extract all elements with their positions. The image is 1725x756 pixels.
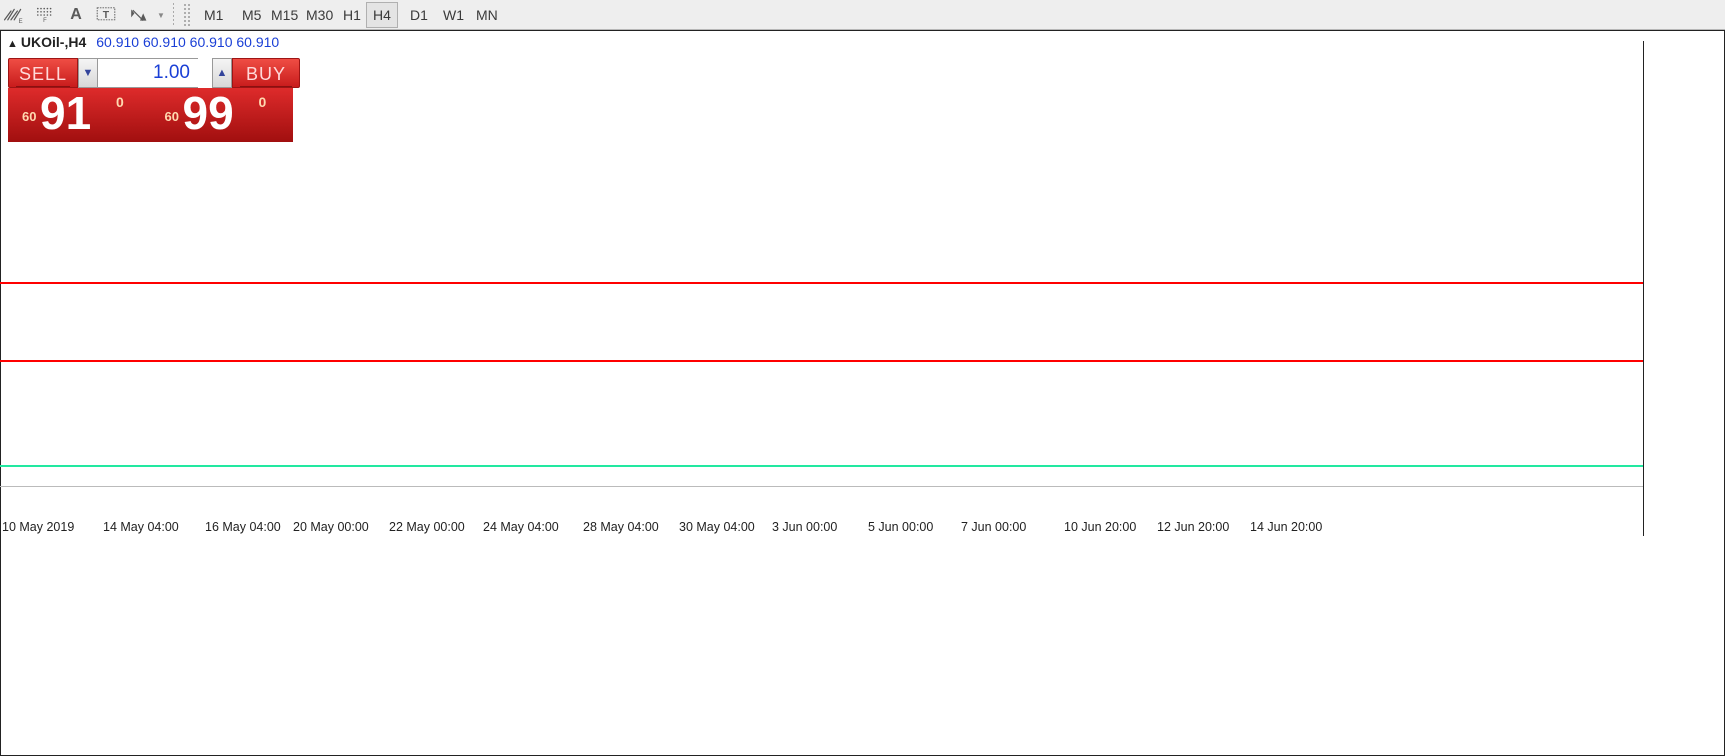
svg-text:E: E	[19, 19, 23, 24]
svg-text:T: T	[103, 10, 110, 21]
svg-text:F: F	[43, 18, 47, 23]
